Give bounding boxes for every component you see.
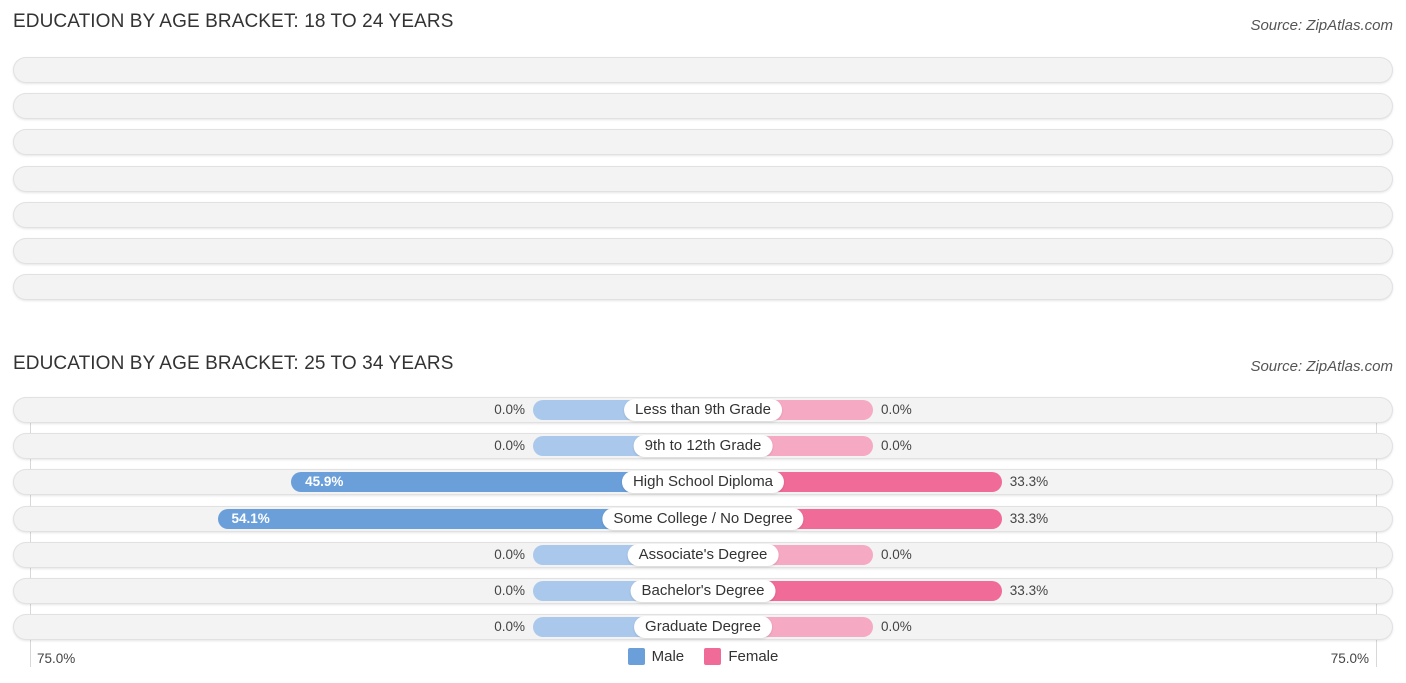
category-label: Associate's Degree <box>627 543 779 566</box>
category-label: Graduate Degree <box>634 616 772 639</box>
category-label: High School Diploma <box>621 471 785 494</box>
value-label-male: 0.0% <box>494 546 525 562</box>
value-label-female: 0.0% <box>881 438 912 454</box>
axis-label-left: 75.0% <box>37 651 76 666</box>
value-label-male: 0.0% <box>494 583 525 598</box>
value-label-male: 0.0% <box>494 619 525 635</box>
row-background <box>13 93 1393 120</box>
axis-label-right: 75.0% <box>1330 651 1369 666</box>
legend-label-male: Male <box>651 648 685 665</box>
value-label-female: 0.0% <box>881 619 912 635</box>
row-background <box>13 57 1393 83</box>
axis-tick-right <box>1376 397 1377 667</box>
value-label-male: 54.1% <box>231 510 270 526</box>
value-label-male: 0.0% <box>494 402 525 417</box>
legend-item-female: Female <box>704 648 778 665</box>
category-label: Less than 9th Grade <box>624 399 782 421</box>
category-label: Some College / No Degree <box>602 507 804 530</box>
value-label-female: 33.3% <box>1009 583 1049 598</box>
category-label: Bachelor's Degree <box>630 580 776 602</box>
value-label-female: 33.3% <box>1009 510 1049 526</box>
bar-female <box>703 581 1002 601</box>
bar-male <box>291 472 703 493</box>
source-label-18-24: Source: ZipAtlas.com <box>1250 17 1393 34</box>
row-background <box>13 165 1393 192</box>
value-label-female: 0.0% <box>881 546 912 562</box>
chart-title-25-34: EDUCATION BY AGE BRACKET: 25 TO 34 YEARS <box>13 353 454 374</box>
row-background <box>13 238 1393 264</box>
category-label: 9th to 12th Grade <box>633 435 773 458</box>
bar-male <box>217 508 703 529</box>
value-label-female: 33.3% <box>1009 474 1049 490</box>
value-label-male: 45.9% <box>305 474 344 490</box>
value-label-female: 0.0% <box>881 402 912 417</box>
row-background <box>13 274 1393 301</box>
axis-tick-left <box>30 397 31 667</box>
row-background <box>13 129 1393 156</box>
value-label-male: 0.0% <box>494 438 525 454</box>
chart-title-18-24: EDUCATION BY AGE BRACKET: 18 TO 24 YEARS <box>13 11 454 32</box>
legend-swatch-male <box>627 648 645 665</box>
row-background <box>13 201 1393 228</box>
legend-swatch-female <box>704 648 722 665</box>
legend: Male Female <box>0 648 1406 669</box>
source-label-25-34: Source: ZipAtlas.com <box>1250 358 1393 375</box>
legend-item-male: Male <box>627 648 685 665</box>
legend-label-female: Female <box>728 648 779 665</box>
